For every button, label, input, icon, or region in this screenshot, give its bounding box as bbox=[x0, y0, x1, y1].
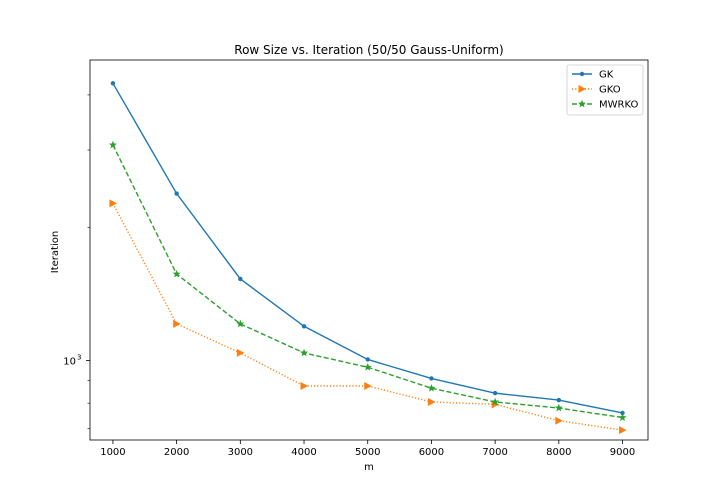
data-point-gko bbox=[427, 397, 436, 406]
x-tick-label: 9000 bbox=[610, 447, 635, 458]
y-tick-label: 10 bbox=[63, 356, 76, 367]
data-point-gk bbox=[556, 397, 562, 403]
data-point-gk bbox=[110, 81, 116, 86]
data-point-gko bbox=[555, 416, 563, 425]
data-point-gko bbox=[173, 319, 181, 328]
x-axis: 1000 2000 3000 4000 5000 6000 7000 8000 9000 bbox=[100, 440, 635, 458]
x-tick-label: 3000 bbox=[228, 447, 253, 458]
legend-marker-mwrko bbox=[578, 99, 586, 108]
data-point-gk bbox=[301, 324, 307, 329]
data-point-gk bbox=[492, 390, 498, 396]
data-point-mwrko bbox=[618, 413, 627, 421]
legend-marker-gko bbox=[578, 85, 586, 93]
x-tick-label: 6000 bbox=[419, 447, 444, 458]
data-point-mwrko bbox=[491, 397, 500, 406]
legend-marker-gk bbox=[579, 71, 585, 77]
data-point-mwrko bbox=[363, 363, 372, 371]
data-point-gko bbox=[109, 199, 117, 208]
legend-item-gk: GK bbox=[572, 70, 614, 81]
data-point-gk bbox=[429, 376, 434, 381]
x-tick-label: 5000 bbox=[355, 447, 380, 458]
data-point-mwrko bbox=[300, 348, 309, 357]
data-point-gk bbox=[238, 276, 243, 282]
legend-items: GK GKO MWRKO bbox=[572, 70, 638, 111]
legend-item-gko: GKO bbox=[572, 85, 621, 96]
legend-label-gk: GK bbox=[599, 70, 614, 81]
x-tick-label: 1000 bbox=[100, 447, 125, 458]
plot-frame bbox=[89, 59, 649, 441]
data-point-gko bbox=[364, 381, 372, 390]
data-point-gko bbox=[300, 381, 309, 390]
data-point-mwrko bbox=[236, 319, 245, 328]
legend-box bbox=[566, 64, 644, 116]
x-tick-label: 7000 bbox=[482, 447, 507, 458]
data-point-mwrko bbox=[108, 140, 117, 149]
plot-area bbox=[89, 59, 649, 441]
y-axis-label: Iteration bbox=[50, 231, 61, 273]
x-tick-label: 4000 bbox=[291, 447, 316, 458]
y-axis: 10 3 bbox=[63, 94, 90, 430]
data-point-gko bbox=[236, 348, 245, 357]
legend-label-gko: GKO bbox=[599, 85, 621, 96]
x-axis-label: m bbox=[364, 462, 374, 473]
data-point-gk bbox=[620, 410, 625, 416]
series-gko bbox=[109, 199, 627, 435]
y-tick-label-exponent: 3 bbox=[77, 353, 81, 361]
series-layer bbox=[108, 81, 627, 435]
data-point-mwrko bbox=[554, 403, 563, 412]
series-mwrko bbox=[108, 140, 627, 421]
x-tick-label: 8000 bbox=[546, 447, 571, 458]
series-gk bbox=[110, 81, 625, 416]
data-point-gk bbox=[174, 191, 179, 196]
data-point-mwrko bbox=[427, 384, 436, 392]
data-point-gko bbox=[619, 426, 627, 435]
legend-item-mwrko: MWRKO bbox=[572, 100, 638, 111]
legend-label-mwrko: MWRKO bbox=[599, 100, 638, 111]
data-point-mwrko bbox=[172, 269, 181, 278]
chart-title: Row Size vs. Iteration (50/50 Gauss-Unif… bbox=[234, 43, 503, 57]
data-point-gk bbox=[365, 357, 370, 362]
x-tick-label: 2000 bbox=[164, 447, 189, 458]
legend: GK GKO MWRKO bbox=[566, 64, 644, 116]
